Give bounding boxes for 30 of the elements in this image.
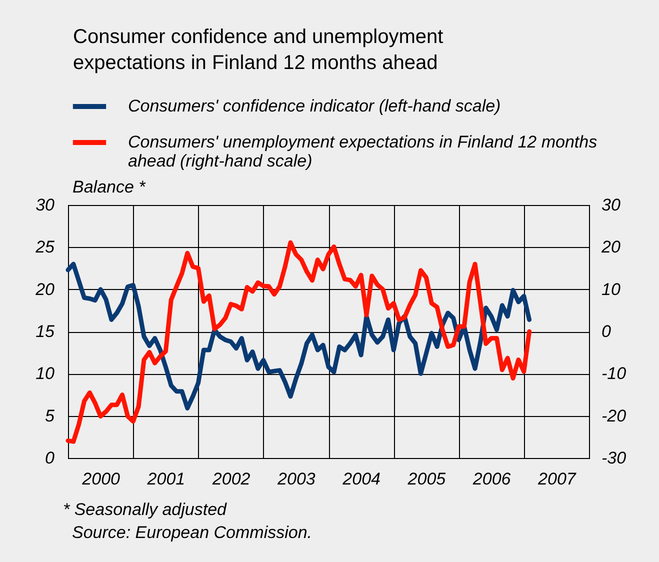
y2-tick-label: -10 [602,364,627,384]
chart-title: Consumer confidence and unemployment expectations in Finland 12 months ahead [73,26,444,74]
x-tick-label: 2007 [537,470,576,488]
y2-tick-label: 0 [602,322,612,341]
y2-tick-label: 10 [602,280,621,299]
y-axis-title: Balance * [72,178,147,196]
y-tick-label: 10 [36,364,56,384]
line-series [66,240,532,444]
source-note: Source: European Commission. [72,523,312,542]
y-tick-label: 25 [34,238,56,257]
y-tick-label: 20 [34,280,56,299]
x-tick-label: 2004 [342,470,380,488]
y-tick-label: 5 [45,406,56,426]
legend-label: Consumers' unemployment expectations in Finland 12 months ahead (right-hand scale) [128,132,598,170]
y-tick-label: 15 [36,322,56,341]
y-tick-label: 0 [45,448,56,468]
y2-tick-label: -20 [602,406,627,426]
x-tick-label: 2003 [276,470,316,488]
line-series [66,262,532,410]
x-tick-label: 2001 [146,470,186,488]
legend-label: Consumers' confidence indicator (left-hand scale) [128,96,501,116]
y2-tick-label: 20 [600,238,621,257]
x-tick-label: 2000 [81,470,121,488]
text: * Seasonally adjusted [63,500,228,519]
y2-tick-label: 30 [602,196,621,214]
x-tick-label: 2002 [211,470,251,488]
y2-tick-label: -30 [602,448,627,468]
x-tick-label: 2005 [406,470,446,488]
y-tick-label: 30 [36,196,56,214]
x-tick-label: 2006 [472,470,512,488]
